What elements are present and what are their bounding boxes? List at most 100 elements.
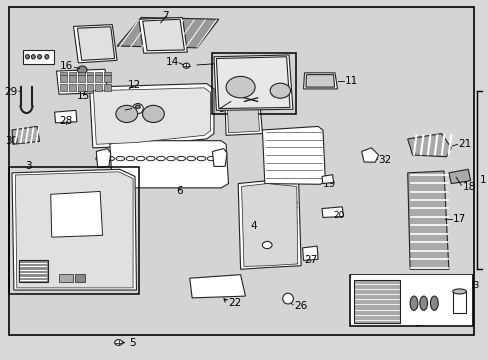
Ellipse shape — [31, 55, 35, 59]
Bar — [78, 84, 84, 91]
Text: 25: 25 — [378, 318, 389, 327]
Ellipse shape — [45, 55, 49, 59]
Bar — [95, 72, 102, 75]
Text: 28: 28 — [60, 116, 73, 126]
Bar — [59, 274, 72, 282]
Ellipse shape — [183, 63, 189, 68]
Polygon shape — [142, 19, 184, 51]
Polygon shape — [73, 24, 117, 63]
Ellipse shape — [429, 296, 437, 310]
Text: 1: 1 — [478, 175, 485, 185]
Ellipse shape — [409, 296, 417, 310]
Bar — [104, 72, 111, 75]
Ellipse shape — [142, 105, 164, 122]
Polygon shape — [55, 111, 77, 123]
Bar — [452, 292, 466, 313]
Bar — [61, 75, 67, 82]
Bar — [86, 75, 93, 82]
Ellipse shape — [77, 66, 87, 74]
Text: 22: 22 — [228, 298, 241, 308]
Bar — [95, 84, 102, 91]
Polygon shape — [321, 175, 333, 184]
Ellipse shape — [262, 242, 271, 249]
Ellipse shape — [116, 105, 138, 122]
Text: 9: 9 — [218, 104, 225, 113]
Bar — [69, 75, 76, 82]
Polygon shape — [238, 181, 301, 269]
Text: 18: 18 — [462, 182, 475, 192]
Bar — [75, 274, 84, 282]
Polygon shape — [321, 207, 343, 217]
Polygon shape — [12, 126, 40, 144]
Polygon shape — [361, 148, 378, 162]
Text: 3: 3 — [25, 161, 32, 171]
Ellipse shape — [225, 76, 255, 98]
Polygon shape — [139, 18, 187, 53]
Bar — [104, 75, 111, 82]
Text: 2: 2 — [291, 200, 298, 210]
Ellipse shape — [419, 296, 427, 310]
Polygon shape — [189, 275, 245, 298]
Text: 21: 21 — [458, 139, 471, 149]
Ellipse shape — [452, 289, 466, 294]
Polygon shape — [216, 57, 289, 109]
Text: 11: 11 — [344, 76, 357, 86]
Bar — [61, 84, 67, 91]
Text: 8: 8 — [243, 109, 249, 118]
Text: 17: 17 — [452, 214, 465, 224]
Polygon shape — [241, 184, 297, 266]
Bar — [22, 50, 54, 64]
Polygon shape — [15, 172, 133, 288]
Text: 30: 30 — [5, 136, 18, 146]
Bar — [354, 280, 400, 323]
Polygon shape — [407, 134, 450, 157]
Bar — [104, 84, 111, 91]
Polygon shape — [96, 149, 111, 167]
Polygon shape — [89, 84, 214, 148]
Bar — [61, 72, 67, 75]
Text: 15: 15 — [77, 91, 90, 101]
Polygon shape — [407, 171, 448, 269]
Ellipse shape — [269, 83, 290, 98]
Text: 26: 26 — [293, 301, 306, 311]
Polygon shape — [214, 55, 292, 111]
Bar — [69, 72, 76, 75]
Polygon shape — [305, 75, 334, 87]
Ellipse shape — [114, 340, 122, 345]
Text: 32: 32 — [378, 156, 391, 165]
Polygon shape — [262, 126, 325, 184]
Bar — [95, 75, 102, 82]
Text: 24: 24 — [413, 319, 425, 328]
Text: 23: 23 — [468, 281, 479, 290]
Text: 19: 19 — [322, 179, 335, 189]
Bar — [69, 84, 76, 91]
Bar — [86, 84, 93, 91]
Polygon shape — [57, 69, 107, 94]
Bar — [349, 275, 472, 327]
Text: 31: 31 — [254, 76, 267, 86]
Text: 20: 20 — [333, 211, 344, 220]
Text: 7: 7 — [162, 11, 168, 21]
Text: 4: 4 — [250, 221, 256, 231]
Text: 16: 16 — [60, 62, 73, 71]
Ellipse shape — [132, 104, 143, 113]
Bar — [78, 72, 84, 75]
Bar — [9, 167, 139, 294]
Polygon shape — [117, 18, 218, 48]
Text: 29: 29 — [4, 87, 18, 98]
Text: 10: 10 — [111, 106, 124, 116]
Polygon shape — [77, 27, 114, 60]
Bar — [19, 260, 48, 282]
Polygon shape — [110, 141, 228, 188]
Text: 6: 6 — [176, 186, 183, 197]
Polygon shape — [302, 246, 317, 260]
Bar — [78, 75, 84, 82]
Polygon shape — [212, 149, 226, 166]
Ellipse shape — [38, 55, 41, 59]
Bar — [350, 275, 471, 325]
Text: 14: 14 — [165, 57, 178, 67]
Bar — [211, 53, 296, 114]
Text: 27: 27 — [304, 255, 317, 265]
Polygon shape — [12, 169, 136, 290]
Polygon shape — [224, 102, 262, 135]
